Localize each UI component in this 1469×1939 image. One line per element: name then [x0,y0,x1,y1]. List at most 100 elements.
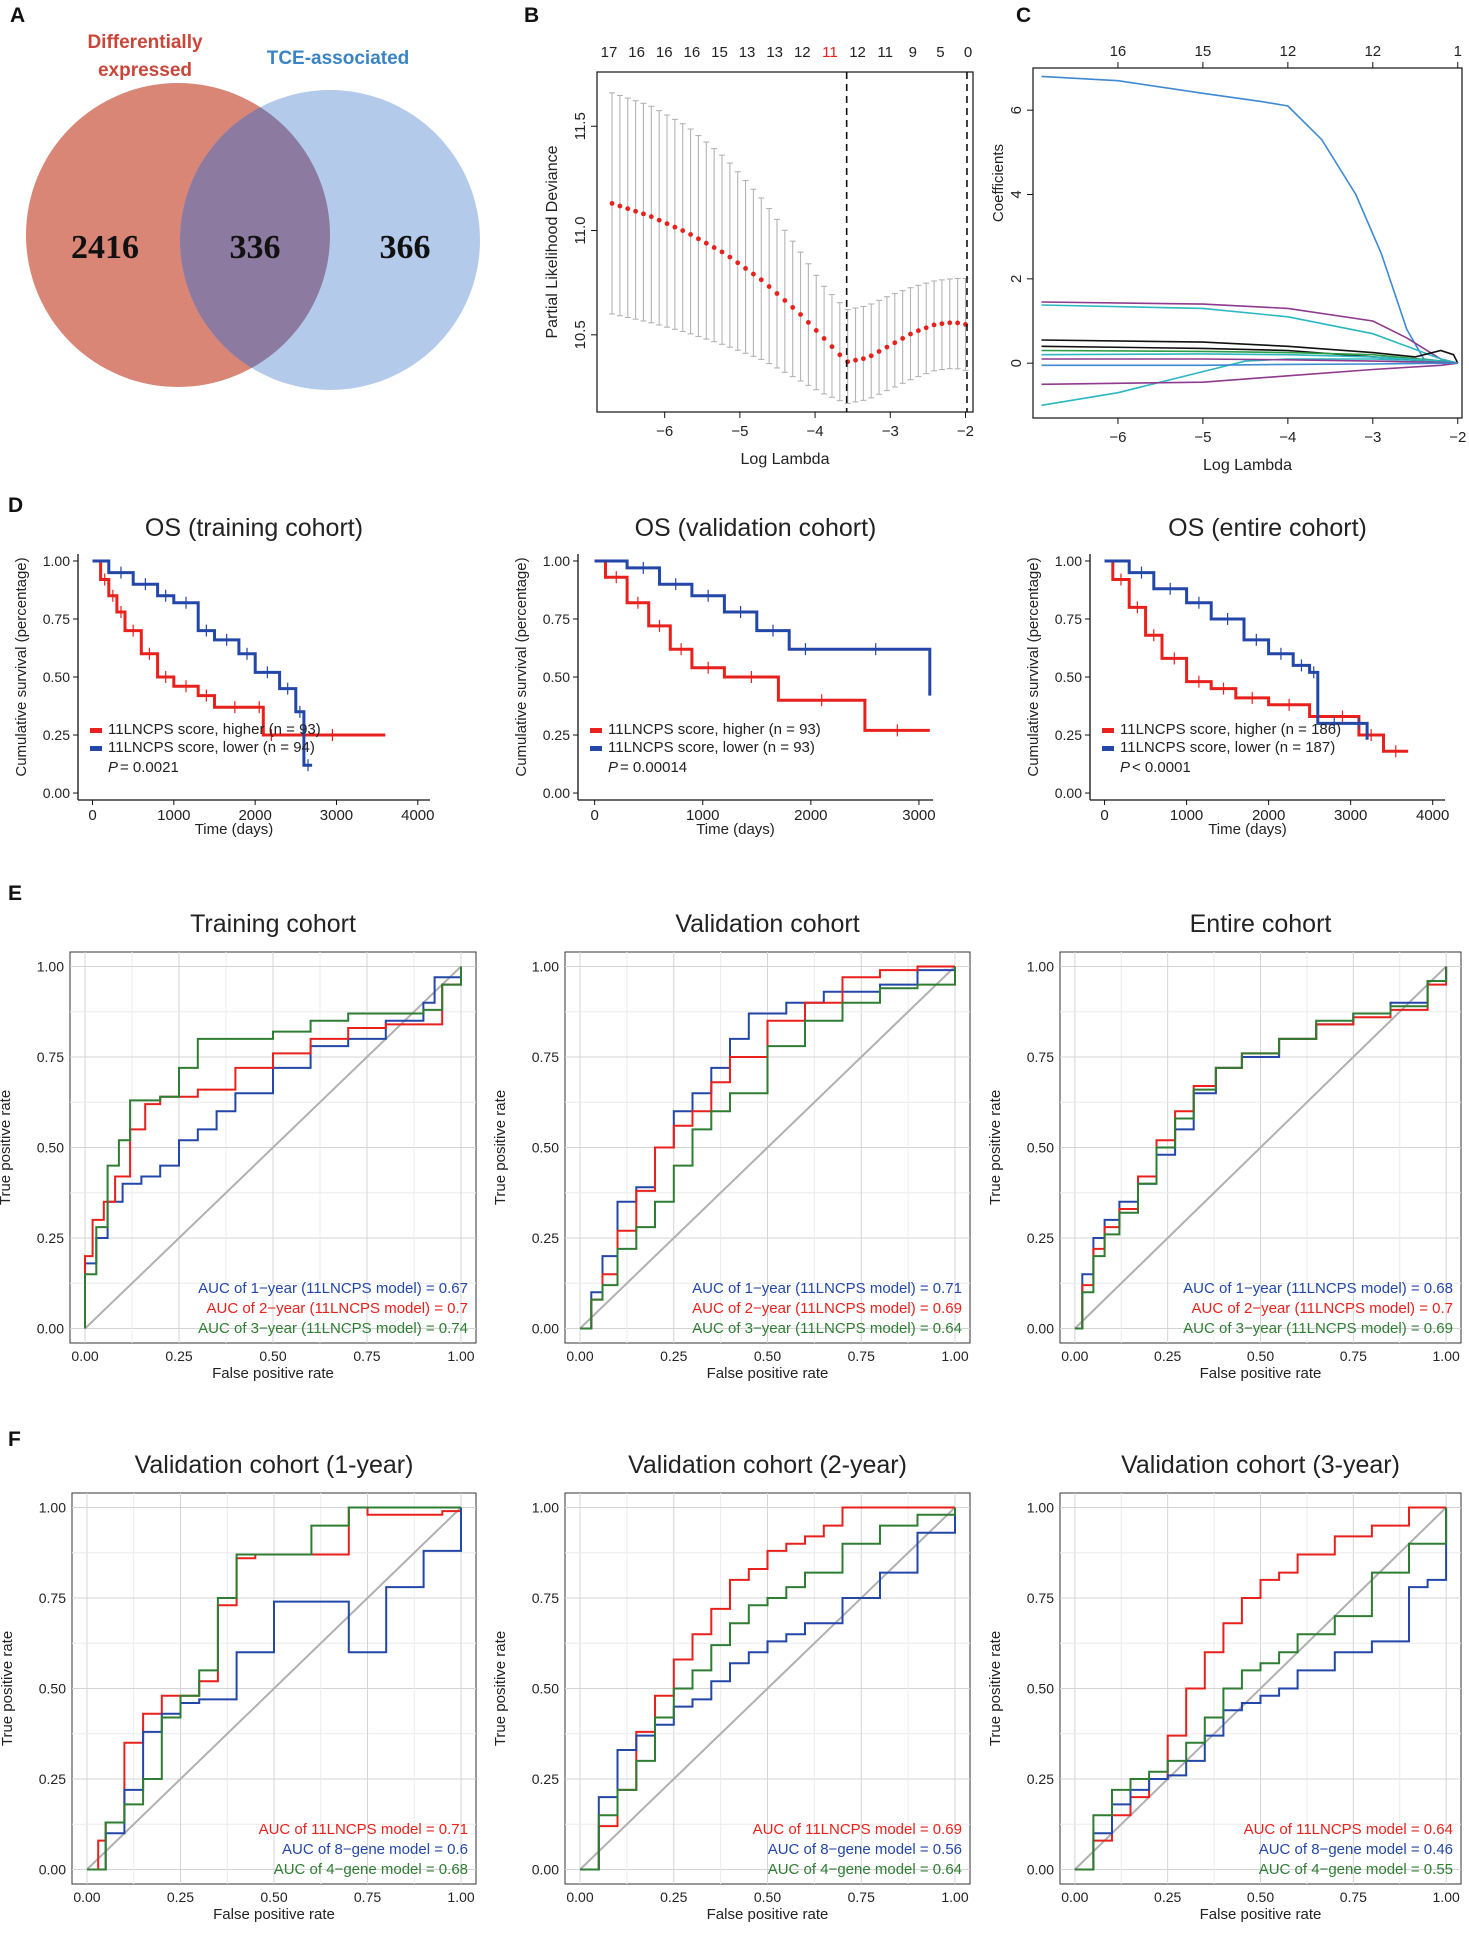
x-tick-label: 0.00 [566,1889,593,1905]
cv-mean-point [853,357,858,363]
auc-legend-1: AUC of 1−year (11LNCPS model) = 0.67 [198,1280,468,1297]
coef-path-path-11 [1041,362,1458,367]
cv-mean-point [908,331,913,337]
roc-curve-8-gene [1074,1507,1448,1871]
y-tick-label: 0.75 [543,611,570,627]
cv-mean-point [884,344,890,350]
cv-mean-point [892,340,898,346]
y-tick-label: 1.00 [37,958,64,974]
auc-legend-3: AUC of 4−gene model = 0.68 [274,1861,468,1878]
x-tick-label: 1000 [686,807,719,824]
x-tick-label: 0 [88,807,96,824]
y-axis-label: True positive rate [0,1631,16,1746]
diagonal-reference [86,1506,462,1871]
auc-legend-2: AUC of 8−gene model = 0.6 [282,1841,468,1858]
x-tick-label: 0.75 [1340,1889,1367,1905]
cv-mean-point [703,240,709,246]
cv-mean-point [696,236,701,242]
y-tick-label: 10.5 [572,320,589,349]
x-tick-label: −3 [882,423,899,440]
y-tick-label: 0.50 [1027,1140,1054,1156]
x-tick-label: 0 [1100,807,1108,824]
top-count-label: 9 [909,44,917,61]
top-count-label: 12 [849,44,866,61]
x-tick-label: 3000 [320,807,353,824]
y-axis-label: True positive rate [987,1090,1004,1205]
cv-mean-point [790,305,796,310]
legend-swatch-higher [1102,728,1114,733]
x-tick-label: −4 [1279,429,1296,446]
x-tick-label: 0.00 [1061,1348,1088,1364]
cv-mean-point [735,260,741,266]
roc-e-chart-2: Validation cohort 0.00 0.00 0.25 0.25 0.50 0.5… [492,910,971,1382]
roc-curve-8-gene [580,1507,956,1871]
cv-mean-point [915,328,921,334]
y-axis-label: Cumulative survival (percentage) [513,557,530,776]
y-tick-label: 4 [1008,190,1025,198]
y-tick-label: 0.00 [532,1321,559,1337]
x-tick-label: 0.25 [1154,1889,1181,1905]
legend-higher: 11LNCPS score, higher (n = 186) [1120,721,1341,738]
x-tick-label: 0 [590,807,598,824]
x-axis-label: Time (days) [195,821,274,838]
p-value-label: P [1120,759,1130,776]
panel-letter-E: E [8,882,22,905]
cv-mean-point [805,320,811,325]
cv-mean-point [923,325,929,331]
km-curve-higher [92,559,386,737]
cv-mean-point [860,356,866,362]
plot-frame [596,71,974,413]
p-value-label: P [608,759,618,776]
x-tick-label: 0.75 [848,1889,875,1905]
legend-higher: 11LNCPS score, higher (n = 93) [108,721,321,738]
x-tick-label: 0.50 [1247,1889,1274,1905]
top-count-label: 17 [601,44,618,61]
y-tick-label: 0.00 [37,1321,64,1337]
diagonal-reference [579,1506,956,1871]
top-count-label: 12 [1280,43,1297,60]
x-axis-label: False positive rate [707,1906,829,1923]
y-tick-label: 1.00 [543,553,570,569]
panel-letter-B: B [524,4,539,27]
y-tick-label: 0.75 [1027,1049,1054,1065]
diagonal-reference [1074,1506,1447,1871]
cv-mean-point [837,352,843,358]
x-tick-label: 0.25 [660,1889,687,1905]
roc-curve-3-year [1074,966,1448,1330]
y-tick-label: 0.50 [1027,1681,1054,1697]
cv-mean-point [617,203,623,209]
auc-legend-1: AUC of 1−year (11LNCPS model) = 0.68 [1183,1280,1453,1297]
auc-legend-2: AUC of 2−year (11LNCPS model) = 0.7 [1191,1300,1453,1317]
coef-path-path-1 [1041,75,1458,364]
y-tick-label: 0 [1008,359,1025,367]
y-tick-label: 0.75 [39,1590,66,1606]
panel-letter-C: C [1016,4,1031,27]
km-title: OS (training cohort) [145,514,363,542]
x-tick-label: 1.00 [447,1889,474,1905]
x-axis-label: False positive rate [212,1365,334,1382]
y-axis-label: Cumulative survival (percentage) [13,557,30,776]
p-value: = 0.00014 [620,759,687,776]
venn-overlap-region [180,90,330,387]
venn-diagram: Differentially expressed TCE-associated 241… [26,32,480,390]
y-tick-label: 0.50 [532,1681,559,1697]
x-axis-label: False positive rate [213,1906,335,1923]
x-tick-label: 1.00 [941,1348,968,1364]
auc-legend-1: AUC of 11LNCPS model = 0.69 [753,1821,962,1838]
y-tick-label: 0.75 [1027,1590,1054,1606]
x-tick-label: 0.00 [566,1348,593,1364]
y-tick-label: 0.25 [1027,1771,1054,1787]
top-count-label: 12 [794,44,811,61]
auc-legend-3: AUC of 3−year (11LNCPS model) = 0.64 [692,1320,962,1337]
auc-legend-2: AUC of 2−year (11LNCPS model) = 0.7 [206,1300,468,1317]
plot-frame [1032,67,1463,419]
cv-mean-point [743,266,748,271]
y-tick-label: 0.25 [1055,727,1082,743]
y-axis-label: Partial Likelihood Deviance [544,145,561,338]
roc-curve-4-gene [87,1506,461,1871]
roc-title: Validation cohort [675,910,859,938]
y-tick-label: 0.00 [543,785,570,801]
x-axis-label: Time (days) [696,821,775,838]
cv-mean-point [868,353,874,359]
